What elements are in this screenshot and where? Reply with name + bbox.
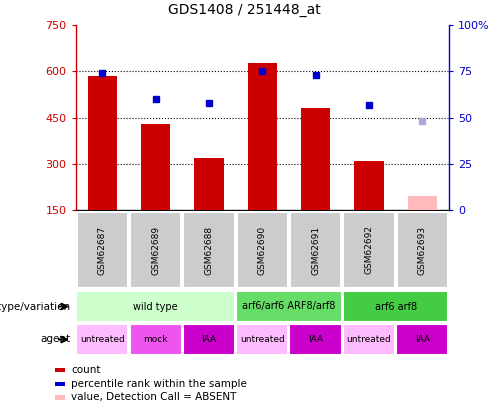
Text: IAA: IAA <box>415 335 430 344</box>
Text: genotype/variation: genotype/variation <box>0 301 71 311</box>
Bar <box>88 76 117 210</box>
Bar <box>183 211 235 288</box>
Text: untreated: untreated <box>80 335 124 344</box>
Bar <box>183 324 235 355</box>
Text: percentile rank within the sample: percentile rank within the sample <box>71 379 247 389</box>
Bar <box>237 211 288 288</box>
Text: untreated: untreated <box>240 335 285 344</box>
Bar <box>130 211 181 288</box>
Bar <box>76 291 235 322</box>
Bar <box>236 324 288 355</box>
Text: GSM62690: GSM62690 <box>258 226 267 275</box>
Text: wild type: wild type <box>133 301 178 311</box>
Bar <box>76 324 128 355</box>
Bar <box>247 63 277 210</box>
Bar <box>396 324 448 355</box>
Bar <box>55 395 65 400</box>
Bar <box>55 368 65 372</box>
Text: untreated: untreated <box>346 335 391 344</box>
Text: GSM62688: GSM62688 <box>204 226 213 275</box>
Text: arf6/arf6 ARF8/arf8: arf6/arf6 ARF8/arf8 <box>242 301 336 311</box>
Bar <box>236 291 342 322</box>
Text: GDS1408 / 251448_at: GDS1408 / 251448_at <box>167 3 321 17</box>
Text: GSM62693: GSM62693 <box>418 226 427 275</box>
Bar <box>343 324 395 355</box>
Bar <box>289 324 342 355</box>
Text: agent: agent <box>41 335 71 345</box>
Bar <box>344 211 395 288</box>
Text: GSM62689: GSM62689 <box>151 226 160 275</box>
Bar <box>301 108 330 210</box>
Text: arf6 arf8: arf6 arf8 <box>375 301 417 311</box>
Text: IAA: IAA <box>202 335 217 344</box>
Text: value, Detection Call = ABSENT: value, Detection Call = ABSENT <box>71 392 237 403</box>
Text: mock: mock <box>143 335 168 344</box>
Bar <box>290 211 341 288</box>
Text: GSM62687: GSM62687 <box>98 226 107 275</box>
Bar <box>129 324 182 355</box>
Text: count: count <box>71 365 101 375</box>
Bar <box>407 196 437 210</box>
Bar <box>77 211 128 288</box>
Text: IAA: IAA <box>308 335 323 344</box>
Text: GSM62692: GSM62692 <box>365 226 373 275</box>
Bar <box>141 124 170 210</box>
Bar <box>55 382 65 386</box>
Bar <box>354 161 384 210</box>
Bar <box>194 158 224 210</box>
Text: GSM62691: GSM62691 <box>311 226 320 275</box>
Bar <box>397 211 448 288</box>
Bar <box>343 291 448 322</box>
